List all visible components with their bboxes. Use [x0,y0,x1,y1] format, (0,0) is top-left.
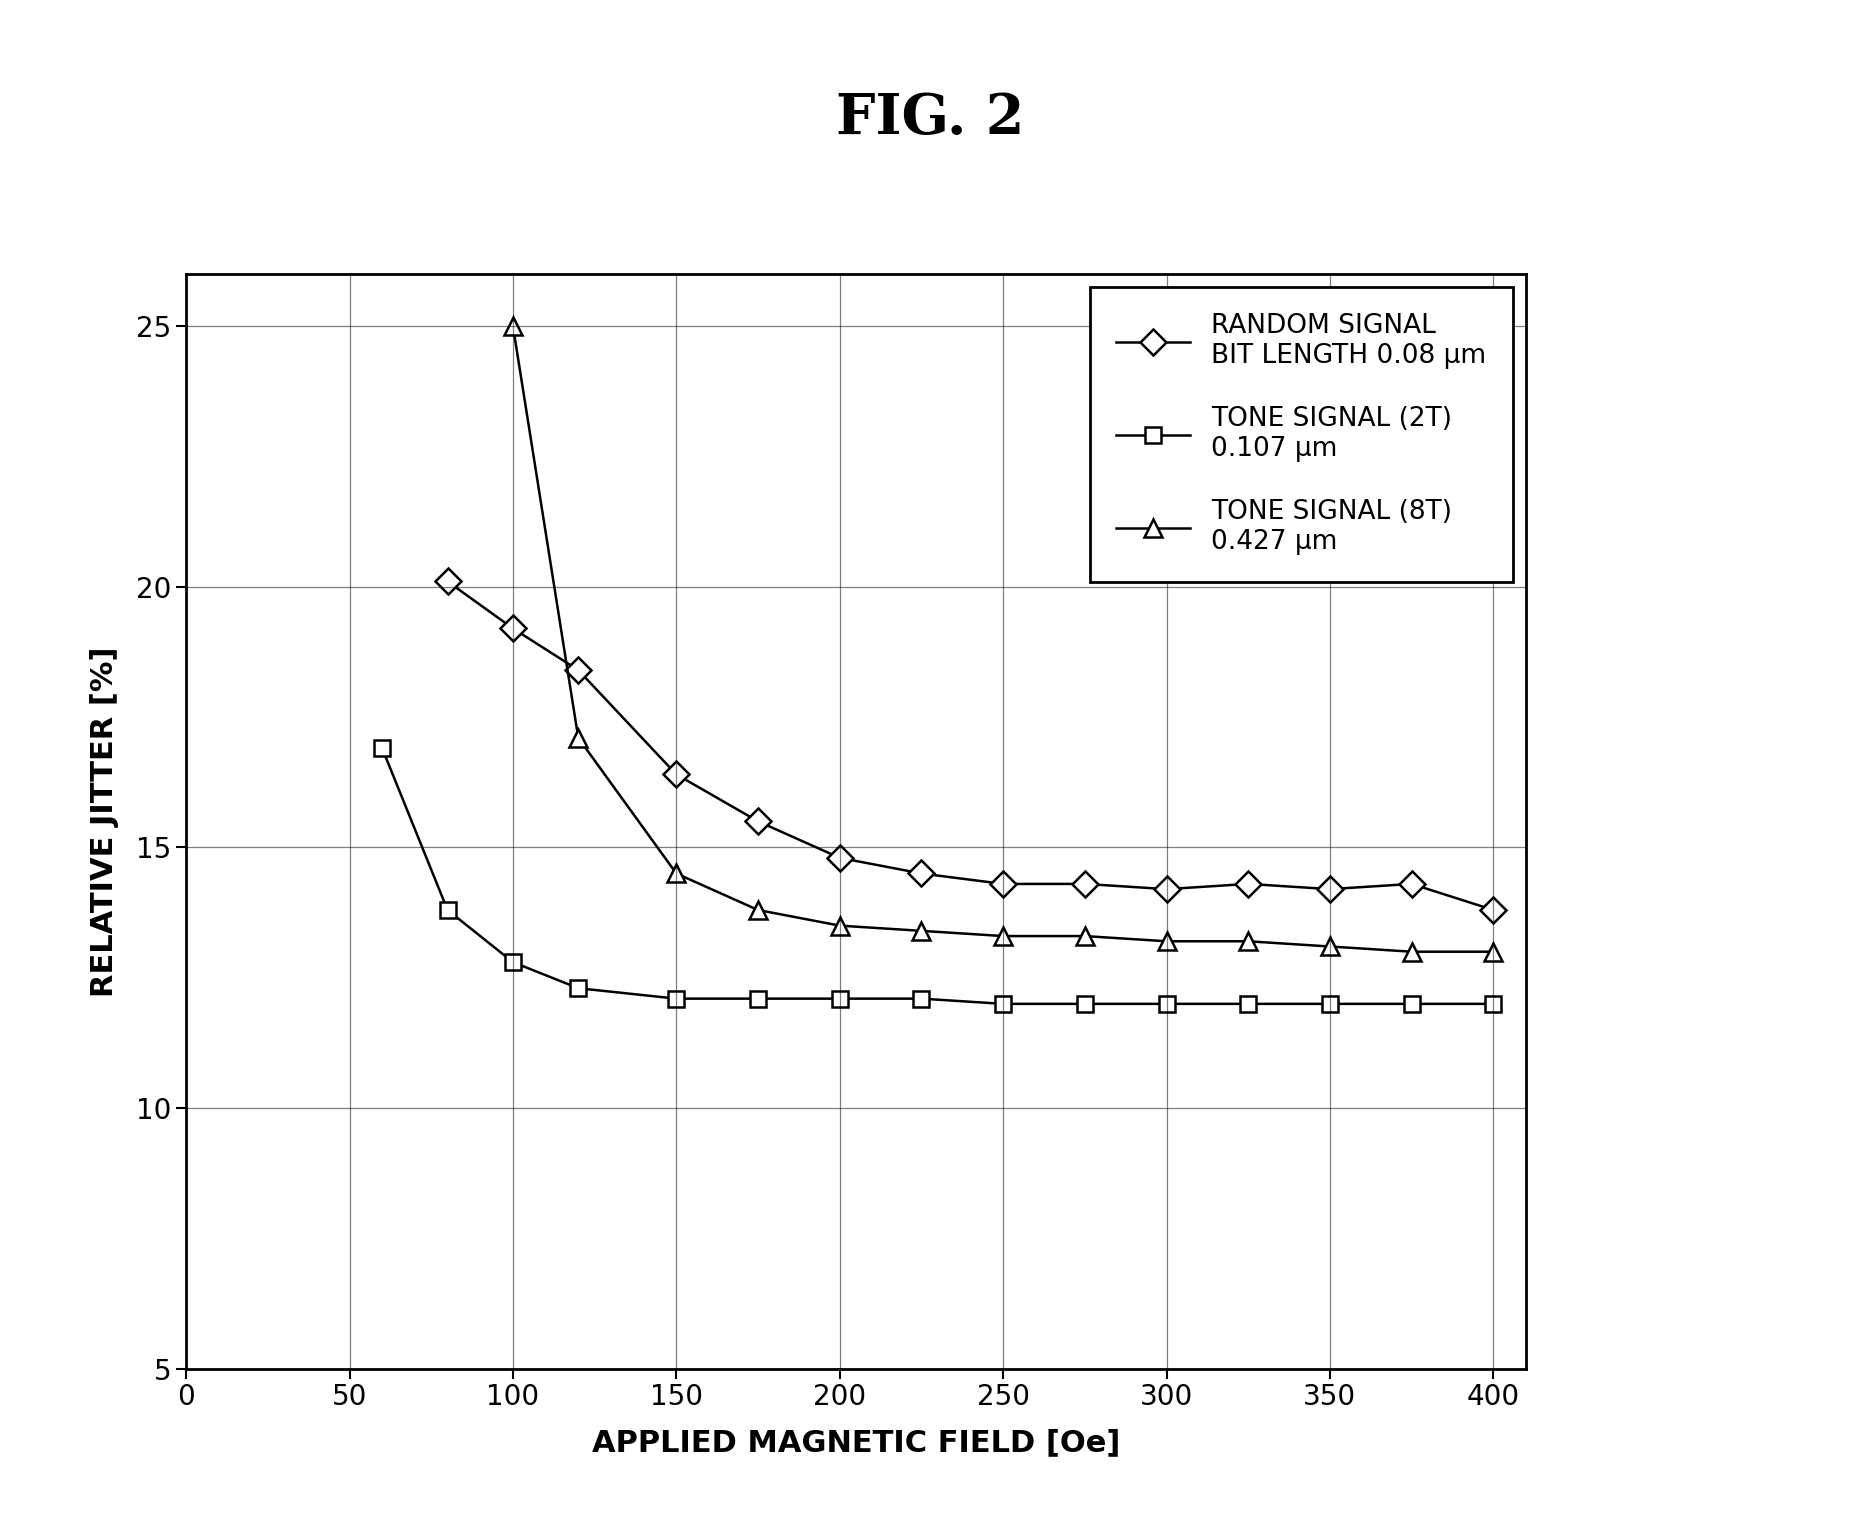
TONE SIGNAL (8T)
0.427 μm [568,729,590,747]
RANDOM SIGNAL
BIT LENGTH 0.08 μm [568,662,590,680]
RANDOM SIGNAL
BIT LENGTH 0.08 μm [435,572,458,590]
RANDOM SIGNAL
BIT LENGTH 0.08 μm [1319,881,1342,899]
TONE SIGNAL (2T)
0.107 μm [1238,995,1260,1013]
Line: RANDOM SIGNAL
BIT LENGTH 0.08 μm: RANDOM SIGNAL BIT LENGTH 0.08 μm [439,572,1502,919]
Line: TONE SIGNAL (2T)
0.107 μm: TONE SIGNAL (2T) 0.107 μm [374,741,1502,1011]
TONE SIGNAL (2T)
0.107 μm [664,990,687,1008]
TONE SIGNAL (8T)
0.427 μm [1481,943,1504,961]
TONE SIGNAL (2T)
0.107 μm [435,900,458,919]
TONE SIGNAL (8T)
0.427 μm [1074,926,1096,945]
RANDOM SIGNAL
BIT LENGTH 0.08 μm [1074,875,1096,893]
Text: FIG. 2: FIG. 2 [836,91,1025,146]
Y-axis label: RELATIVE JITTER [%]: RELATIVE JITTER [%] [91,646,119,996]
RANDOM SIGNAL
BIT LENGTH 0.08 μm [746,812,769,830]
TONE SIGNAL (2T)
0.107 μm [746,990,769,1008]
TONE SIGNAL (8T)
0.427 μm [910,922,932,940]
RANDOM SIGNAL
BIT LENGTH 0.08 μm [910,864,932,882]
TONE SIGNAL (8T)
0.427 μm [828,917,850,935]
Legend: RANDOM SIGNAL
BIT LENGTH 0.08 μm, TONE SIGNAL (2T)
0.107 μm, TONE SIGNAL (8T)
0.: RANDOM SIGNAL BIT LENGTH 0.08 μm, TONE S… [1091,287,1513,581]
TONE SIGNAL (8T)
0.427 μm [502,316,525,335]
RANDOM SIGNAL
BIT LENGTH 0.08 μm [1238,875,1260,893]
TONE SIGNAL (8T)
0.427 μm [992,926,1014,945]
TONE SIGNAL (2T)
0.107 μm [1481,995,1504,1013]
TONE SIGNAL (2T)
0.107 μm [910,990,932,1008]
RANDOM SIGNAL
BIT LENGTH 0.08 μm [502,619,525,637]
TONE SIGNAL (2T)
0.107 μm [992,995,1014,1013]
RANDOM SIGNAL
BIT LENGTH 0.08 μm [664,765,687,783]
TONE SIGNAL (8T)
0.427 μm [1319,937,1342,955]
TONE SIGNAL (2T)
0.107 μm [1156,995,1178,1013]
TONE SIGNAL (2T)
0.107 μm [828,990,850,1008]
TONE SIGNAL (8T)
0.427 μm [746,900,769,919]
RANDOM SIGNAL
BIT LENGTH 0.08 μm [828,849,850,867]
RANDOM SIGNAL
BIT LENGTH 0.08 μm [1481,900,1504,919]
RANDOM SIGNAL
BIT LENGTH 0.08 μm [1401,875,1424,893]
RANDOM SIGNAL
BIT LENGTH 0.08 μm [1156,881,1178,899]
TONE SIGNAL (2T)
0.107 μm [1319,995,1342,1013]
TONE SIGNAL (8T)
0.427 μm [1238,932,1260,951]
TONE SIGNAL (2T)
0.107 μm [502,954,525,972]
TONE SIGNAL (8T)
0.427 μm [1401,943,1424,961]
TONE SIGNAL (2T)
0.107 μm [568,980,590,998]
RANDOM SIGNAL
BIT LENGTH 0.08 μm [992,875,1014,893]
Line: TONE SIGNAL (8T)
0.427 μm: TONE SIGNAL (8T) 0.427 μm [504,316,1502,961]
TONE SIGNAL (2T)
0.107 μm [370,739,393,757]
X-axis label: APPLIED MAGNETIC FIELD [Oe]: APPLIED MAGNETIC FIELD [Oe] [592,1428,1120,1457]
TONE SIGNAL (8T)
0.427 μm [664,864,687,882]
TONE SIGNAL (2T)
0.107 μm [1401,995,1424,1013]
TONE SIGNAL (2T)
0.107 μm [1074,995,1096,1013]
TONE SIGNAL (8T)
0.427 μm [1156,932,1178,951]
